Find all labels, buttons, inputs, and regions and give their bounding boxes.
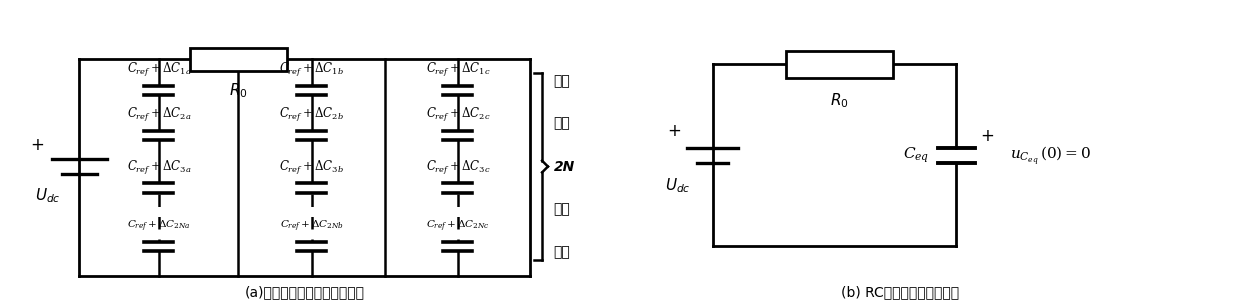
- Text: (a)不控预充电过程的等效电路: (a)不控预充电过程的等效电路: [246, 285, 365, 299]
- Text: $C_{ref}+\Delta C_{3a}$: $C_{ref}+\Delta C_{3a}$: [126, 159, 191, 176]
- Text: $R_0$: $R_0$: [229, 81, 248, 100]
- Text: +: +: [981, 127, 994, 145]
- Text: 共有: 共有: [554, 117, 570, 131]
- Text: 每相: 每相: [554, 74, 570, 88]
- Text: $C_{ref}+\Delta C_{2Nb}$: $C_{ref}+\Delta C_{2Nb}$: [280, 219, 343, 234]
- Text: $C_{ref}+\Delta C_{2a}$: $C_{ref}+\Delta C_{2a}$: [126, 106, 191, 124]
- Text: +: +: [667, 122, 681, 140]
- Text: $C_{ref}+\Delta C_{1b}$: $C_{ref}+\Delta C_{1b}$: [279, 61, 345, 79]
- Text: $R_0$: $R_0$: [830, 92, 848, 110]
- Text: +: +: [31, 136, 45, 154]
- Text: (b) RC一阶零状态响应电路: (b) RC一阶零状态响应电路: [841, 285, 959, 299]
- Text: $C_{ref}+\Delta C_{1c}$: $C_{ref}+\Delta C_{1c}$: [425, 61, 490, 79]
- Text: $C_{ref}+\Delta C_{2b}$: $C_{ref}+\Delta C_{2b}$: [279, 106, 345, 124]
- Text: $C_{ref}+\Delta C_{2Nc}$: $C_{ref}+\Delta C_{2Nc}$: [427, 219, 490, 234]
- Text: $C_{ref}+\Delta C_{2c}$: $C_{ref}+\Delta C_{2c}$: [425, 106, 490, 124]
- Text: 2N: 2N: [554, 160, 575, 174]
- Text: $C_{ref}+\Delta C_{3b}$: $C_{ref}+\Delta C_{3b}$: [279, 159, 345, 176]
- Text: 个子: 个子: [554, 202, 570, 216]
- Bar: [786, 51, 893, 78]
- Text: $C_{ref}+\Delta C_{1a}$: $C_{ref}+\Delta C_{1a}$: [126, 61, 191, 79]
- Text: $C_{ref}+\Delta C_{2Na}$: $C_{ref}+\Delta C_{2Na}$: [126, 219, 191, 234]
- Text: 模块: 模块: [554, 245, 570, 259]
- Text: $U_{dc}$: $U_{dc}$: [36, 186, 61, 205]
- Text: $C_{eq}$: $C_{eq}$: [904, 146, 930, 165]
- Text: $U_{dc}$: $U_{dc}$: [665, 177, 691, 195]
- Text: $C_{ref}+\Delta C_{3c}$: $C_{ref}+\Delta C_{3c}$: [425, 159, 490, 176]
- Bar: [190, 48, 286, 71]
- Text: $u_{C_{eq}}\,(0)=0$: $u_{C_{eq}}\,(0)=0$: [1009, 144, 1091, 167]
